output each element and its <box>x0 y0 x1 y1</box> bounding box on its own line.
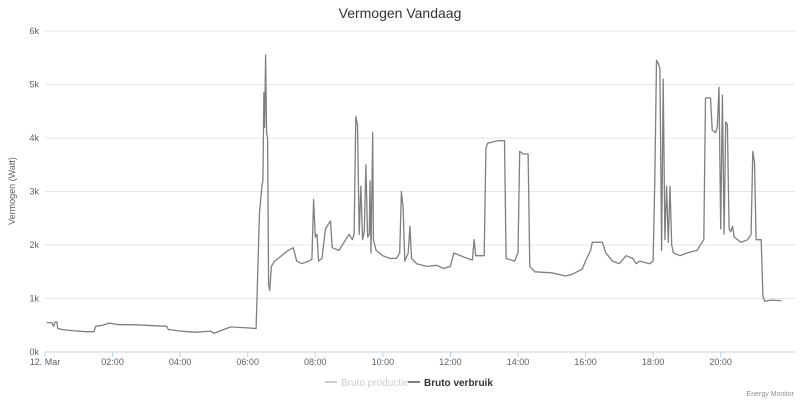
legend-label-productie: Bruto productie <box>341 378 409 389</box>
y-axis-label: Vermogen (Watt) <box>7 157 17 225</box>
series-layer <box>46 54 782 334</box>
x-tick-label: 06:00 <box>236 357 259 367</box>
legend-item-productie[interactable]: Bruto productie <box>325 378 409 389</box>
y-tick-label: 1k <box>29 294 39 304</box>
x-tick-label: 14:00 <box>507 357 530 367</box>
x-tick-label: 08:00 <box>304 357 327 367</box>
legend-label-verbruik: Bruto verbruik <box>424 378 493 389</box>
x-tick-label: 18:00 <box>642 357 665 367</box>
gridlines <box>45 30 795 353</box>
x-tick-label: 16:00 <box>574 357 597 367</box>
y-tick-label: 0k <box>29 347 39 357</box>
x-tick-label: 12. Mar <box>30 357 61 367</box>
x-tick-label: 10:00 <box>372 357 395 367</box>
legend-item-verbruik[interactable]: Bruto verbruik <box>408 378 493 389</box>
y-tick-label: 4k <box>29 133 39 143</box>
y-tick-label: 2k <box>29 240 39 250</box>
x-axis-ticks: 12. Mar 02:00 04:00 06:00 08:00 10:00 12:00 14:… <box>30 352 732 367</box>
x-tick-label: 04:00 <box>169 357 192 367</box>
y-tick-label: 6k <box>29 26 39 36</box>
credits-label[interactable]: Energy Monitor <box>747 391 795 398</box>
y-tick-label: 5k <box>29 80 39 90</box>
x-tick-label: 20:00 <box>709 357 732 367</box>
series-line-verbruik[interactable] <box>46 54 782 334</box>
legend: Bruto productie Bruto verbruik <box>325 378 493 389</box>
chart-title: Vermogen Vandaag <box>339 5 462 21</box>
y-tick-label: 3k <box>29 187 39 197</box>
y-axis-ticks: 0k 1k 2k 3k 4k 5k 6k <box>29 26 39 357</box>
x-tick-label: 02:00 <box>101 357 124 367</box>
x-tick-label: 12:00 <box>439 357 462 367</box>
